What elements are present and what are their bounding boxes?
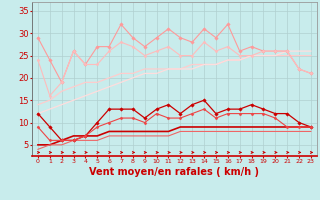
X-axis label: Vent moyen/en rafales ( km/h ): Vent moyen/en rafales ( km/h ) xyxy=(89,167,260,177)
